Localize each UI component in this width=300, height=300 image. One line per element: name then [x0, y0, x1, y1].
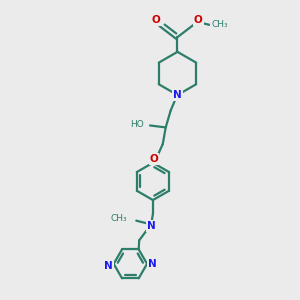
- Text: N: N: [147, 220, 155, 231]
- Text: N: N: [148, 259, 156, 269]
- Text: CH₃: CH₃: [212, 20, 228, 29]
- Text: O: O: [150, 154, 158, 164]
- Text: O: O: [152, 15, 160, 26]
- Text: N: N: [104, 261, 113, 271]
- Text: HO: HO: [130, 120, 144, 129]
- Text: O: O: [194, 15, 203, 26]
- Text: CH₃: CH₃: [111, 214, 128, 223]
- Text: N: N: [173, 90, 182, 100]
